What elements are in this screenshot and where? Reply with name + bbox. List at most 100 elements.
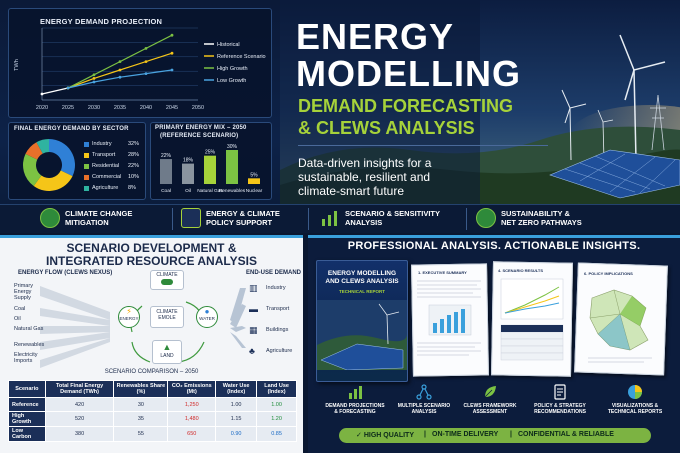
sector-percent: 28% <box>128 152 140 158</box>
service-label: DEMAND PROJECTIONS <box>325 403 385 409</box>
mix-category-label: Coal <box>161 188 171 194</box>
scenario-comparison-table: Scenario Total Final Energy Demand (TWh) R… <box>8 380 297 442</box>
sector-label: Transport <box>92 152 116 158</box>
table-cell: 0.85 <box>256 426 297 442</box>
donut-slice <box>25 142 43 160</box>
service-label: POLICY & STRATEGY <box>534 403 586 409</box>
doc-title-policy: 6. POLICY IMPLICATIONS <box>584 271 633 276</box>
feature-strip <box>0 204 680 233</box>
badge-confidential: CONFIDENTIAL & RELIABLE <box>518 431 614 438</box>
report-cover-image <box>317 300 407 370</box>
projection-chart: 2020 2025 2030 2035 2040 2045 2050 Historical Re… <box>36 27 266 111</box>
globe-icon <box>476 208 496 228</box>
comparison-title: SCENARIO COMPARISON – 2050 <box>104 369 199 375</box>
mix-bar <box>248 178 260 184</box>
bolt-icon: ⚡ <box>126 307 132 316</box>
report-title-line1: ENERGY MODELLING <box>327 270 397 277</box>
sector-percent: 8% <box>128 185 136 191</box>
feature-label: NET ZERO PATHWAYS <box>501 218 582 227</box>
x-tick-label: 2025 <box>62 105 74 111</box>
scenario-title-line2: INTEGRATED RESOURCE ANALYSIS <box>46 254 257 268</box>
service-item: CLEWS FRAMEWORK ASSESSMENT <box>456 403 524 415</box>
mix-bar <box>182 163 194 184</box>
node-label: WATER <box>199 316 215 321</box>
x-tick-label: 2030 <box>88 105 100 111</box>
service-label: RECOMMENDATIONS <box>534 409 586 415</box>
energy-mix-bar-chart: 22% Coal 18% Oil 25% Natural Gas 30% Renewables… <box>160 144 263 194</box>
feature-scenario-analysis: SCENARIO & SENSITIVITY ANALYSIS <box>320 207 470 231</box>
legend-swatch <box>84 142 89 147</box>
feature-divider <box>308 208 309 230</box>
node-energy: ⚡ ENERGY <box>118 306 140 328</box>
feature-label: ENERGY & CLIMATE <box>206 209 280 218</box>
table-cell: 1.15 <box>215 411 258 427</box>
service-label: & FORECASTING <box>334 409 376 415</box>
mix-value-label: 22% <box>161 153 172 159</box>
factory-icon: ▥ <box>249 283 258 293</box>
enduse-item: Transport <box>266 306 290 312</box>
cloud-icon <box>161 279 173 285</box>
table-cell: 380 <box>44 426 115 442</box>
supply-item: Coal <box>14 306 26 312</box>
mix-value-label: 30% <box>227 144 238 150</box>
x-tick-label: 2045 <box>166 105 178 111</box>
node-label: ENERGY <box>119 316 139 321</box>
sector-legend-item: Residential 22% <box>84 163 144 171</box>
table-cell: High Growth <box>8 411 46 427</box>
check-icon: ✓ <box>356 432 362 439</box>
hero-subtitle-line2: & CLEWS ANALYSIS <box>298 118 475 138</box>
node-land: ▲ LAND <box>152 340 182 364</box>
legend-swatch <box>84 164 89 169</box>
hero-description-line3: climate-smart future <box>298 184 405 198</box>
feature-label: MITIGATION <box>65 218 109 227</box>
leaf-icon <box>484 386 496 398</box>
table-cell: 520 <box>44 411 115 427</box>
doc-title-results: 4. SCENARIO RESULTS <box>498 268 544 273</box>
feature-label: POLICY SUPPORT <box>206 218 273 227</box>
badge-label: CONFIDENTIAL & RELIABLE <box>518 431 614 438</box>
service-label: MULTIPLE SCENARIO <box>397 403 451 409</box>
table-header-cell: Scenario <box>8 380 46 398</box>
enduse-item: Agriculture <box>266 348 293 354</box>
projection-title: ENERGY DEMAND PROJECTION <box>40 17 163 26</box>
pie-chart-icon <box>628 385 642 399</box>
feature-net-zero: SUSTAINABILITY & NET ZERO PATHWAYS <box>476 207 626 231</box>
series-point <box>144 72 148 75</box>
legend-label: Reference Scenario <box>217 54 266 60</box>
scenario-title-line1: SCENARIO DEVELOPMENT & <box>66 241 237 255</box>
table-cell: 1,250 <box>167 397 217 412</box>
sector-label: Agriculture <box>92 185 119 191</box>
legend-swatch <box>84 175 89 180</box>
table-cell: 1.20 <box>256 411 297 427</box>
sector-percent: 22% <box>128 163 140 169</box>
analysis-title: PROFESSIONAL ANALYSIS. ACTIONABLE INSIGH… <box>347 240 641 252</box>
sector-legend-item: Agriculture 8% <box>84 185 144 193</box>
sector-percent: 10% <box>128 174 140 180</box>
node-water: ● WATER <box>196 306 218 328</box>
table-row: Low Carbon 380 55 650 0.90 0.85 <box>8 426 297 442</box>
plant-icon: ♣ <box>249 346 255 356</box>
table-cell: 30 <box>113 397 169 412</box>
sector-legend-item: Commercial 10% <box>84 174 144 182</box>
tree-icon: ▲ <box>162 342 172 352</box>
feature-climate-mitigation: CLIMATE CHANGE MITIGATION <box>40 207 180 231</box>
report-title-line2: AND CLEWS ANALYSIS <box>325 278 399 285</box>
feature-policy-support: ENERGY & CLIMATE POLICY SUPPORT <box>181 207 321 231</box>
document-icon <box>181 208 201 228</box>
top-banner: ENERGY MODELLING DEMAND FORECASTING & CL… <box>0 0 680 233</box>
service-label: TECHNICAL REPORTS <box>607 409 663 415</box>
badge-sep: | <box>424 431 426 438</box>
leaf-icon <box>40 208 60 228</box>
mix-bar <box>204 155 216 184</box>
summary-page-content <box>417 280 481 356</box>
table-cell: 1,480 <box>167 411 217 427</box>
table-header-cell: Renewables Share (%) <box>113 380 169 398</box>
sector-label: Commercial <box>92 174 122 180</box>
feature-label: ANALYSIS <box>345 218 383 227</box>
bar-chart-icon <box>320 208 340 228</box>
supply-item: Oil <box>14 316 21 322</box>
service-item: POLICY & STRATEGY RECOMMENDATIONS <box>526 403 594 415</box>
service-label: CLEWS FRAMEWORK <box>463 403 517 409</box>
mix-title-line2: (REFERENCE SCENARIO) <box>160 133 239 139</box>
hero-description-line1: Data-driven insights for a <box>298 156 432 170</box>
